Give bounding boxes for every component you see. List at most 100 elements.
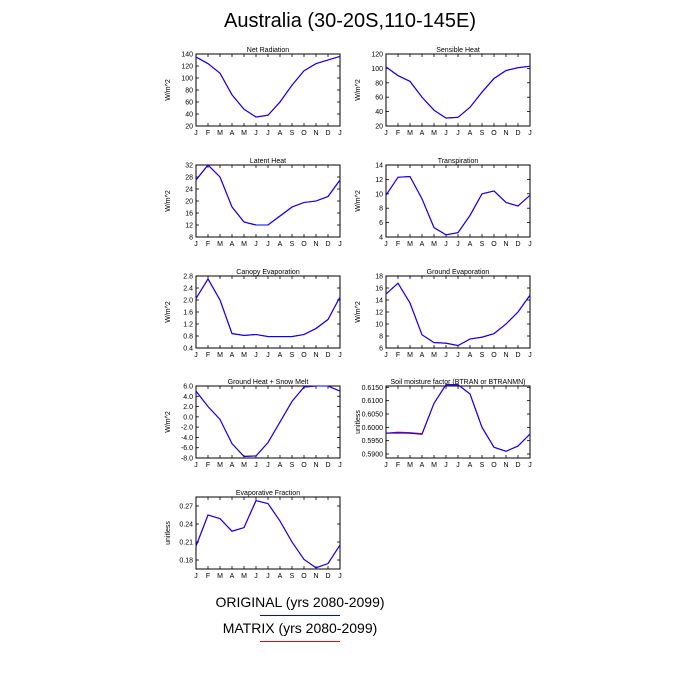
x-tick-label: M (431, 462, 437, 469)
series-line (195, 499, 341, 569)
y-tick-label: 140 (181, 52, 193, 59)
x-tick-label: A (278, 130, 283, 137)
y-tick-label: 100 (371, 66, 383, 73)
y-axis-label: unitless (165, 521, 172, 545)
chart-soil-moisture-factor: Soil moisture factor (BTRAN or BTRANMN) u… (350, 376, 540, 491)
legend-original-line (260, 615, 340, 616)
legend-matrix-line (260, 641, 340, 642)
chart-title: Latent Heat (250, 158, 286, 165)
x-tick-label: M (217, 462, 223, 469)
x-tick-label: N (503, 462, 508, 469)
x-tick-label: M (241, 462, 247, 469)
chart-evaporative-fraction: Evaporative Fraction unitless 0.18 0.21 0.24… (160, 487, 350, 602)
y-tick-label: 0.27 (179, 504, 193, 511)
x-tick-label: J (444, 462, 448, 469)
plot-frame (195, 164, 341, 238)
chart-ground-heat-snow-melt: Ground Heat + Snow Melt W/m^2 -8.0 -6.0 -4.0… (160, 376, 350, 491)
x-tick-label: A (468, 241, 473, 248)
y-tick-label: 0.4 (183, 346, 193, 353)
x-tick-label: M (241, 573, 247, 580)
x-tick-label: A (420, 352, 425, 359)
x-tick-label: J (254, 130, 258, 137)
chart-svg: Canopy Evaporation W/m^2 0.4 0.8 1.2 1.6 2.0 2.… (165, 269, 342, 359)
y-axis-label: W/m^2 (355, 301, 362, 323)
y-tick-label: 20 (375, 124, 383, 131)
x-tick-label: J (338, 573, 342, 580)
y-tick-label: -4.0 (181, 435, 193, 442)
chart-ground-evaporation: Ground Evaporation W/m^2 6 8 10 12 14 16 18 J F M A M… (350, 266, 540, 381)
x-tick-label: J (266, 130, 270, 137)
x-tick-label: A (230, 241, 235, 248)
chart-sensible-heat: Sensible Heat W/m^2 20 40 60 80 100 120 J F M A M J J A… (350, 44, 540, 159)
x-tick-label: J (266, 241, 270, 248)
chart-title: Soil moisture factor (BTRAN or BTRANMN) (391, 379, 526, 386)
x-tick-label: J (384, 352, 388, 359)
series-line (385, 384, 531, 452)
x-tick-label: J (254, 241, 258, 248)
x-tick-label: N (503, 352, 508, 359)
x-tick-label: D (325, 130, 330, 137)
series-line (195, 55, 341, 118)
x-tick-label: J (456, 462, 460, 469)
y-tick-label: 80 (375, 80, 383, 87)
x-tick-label: J (338, 241, 342, 248)
y-tick-label: 0.6000 (362, 425, 384, 432)
series-line (195, 277, 341, 338)
x-tick-label: D (515, 352, 520, 359)
y-tick-label: 2.0 (183, 404, 193, 411)
x-tick-label: F (206, 352, 210, 359)
x-tick-label: A (230, 352, 235, 359)
y-tick-label: 40 (185, 112, 193, 119)
x-tick-label: M (407, 241, 413, 248)
y-tick-label: 120 (371, 52, 383, 59)
y-tick-label: 12 (185, 223, 193, 230)
plot-frame (385, 53, 531, 127)
x-tick-label: J (444, 241, 448, 248)
y-tick-label: 120 (181, 64, 193, 71)
x-tick-label: M (217, 130, 223, 137)
x-tick-label: S (290, 352, 295, 359)
y-tick-label: 32 (185, 163, 193, 170)
x-tick-label: F (396, 352, 400, 359)
y-tick-label: 10 (375, 322, 383, 329)
plot-frame (385, 275, 531, 349)
x-tick-label: J (194, 462, 198, 469)
y-tick-label: 10 (375, 191, 383, 198)
x-tick-label: F (206, 130, 210, 137)
plot-frame (195, 496, 341, 570)
x-tick-label: J (266, 462, 270, 469)
series-line (195, 55, 341, 118)
x-tick-label: J (444, 352, 448, 359)
chart-net-radiation: Net Radiation W/m^2 20 40 60 80 100 120 140 J F M A M… (160, 44, 350, 159)
series-line (385, 175, 531, 236)
x-tick-label: J (254, 573, 258, 580)
y-tick-label: -2.0 (181, 425, 193, 432)
x-tick-label: S (290, 241, 295, 248)
page-title: Australia (30-20S,110-145E) (224, 10, 476, 32)
x-tick-label: S (480, 352, 485, 359)
series-line (385, 65, 531, 119)
x-tick-label: O (301, 352, 307, 359)
x-tick-label: N (313, 573, 318, 580)
y-tick-label: -6.0 (181, 445, 193, 452)
x-tick-label: M (217, 241, 223, 248)
series-line (385, 384, 531, 452)
legend-original-label: ORIGINAL (yrs 2080-2099) (215, 594, 385, 610)
x-tick-label: D (325, 352, 330, 359)
x-tick-label: A (230, 573, 235, 580)
x-tick-label: O (301, 462, 307, 469)
y-tick-label: -8.0 (181, 456, 193, 463)
y-tick-label: 24 (185, 187, 193, 194)
x-tick-label: J (194, 352, 198, 359)
x-tick-label: J (338, 352, 342, 359)
x-tick-label: A (420, 241, 425, 248)
x-tick-label: M (241, 352, 247, 359)
x-tick-label: J (456, 241, 460, 248)
plot-frame (385, 385, 531, 459)
series-line (385, 175, 531, 236)
y-tick-label: 60 (375, 95, 383, 102)
x-tick-label: S (290, 130, 295, 137)
x-tick-label: D (515, 462, 520, 469)
